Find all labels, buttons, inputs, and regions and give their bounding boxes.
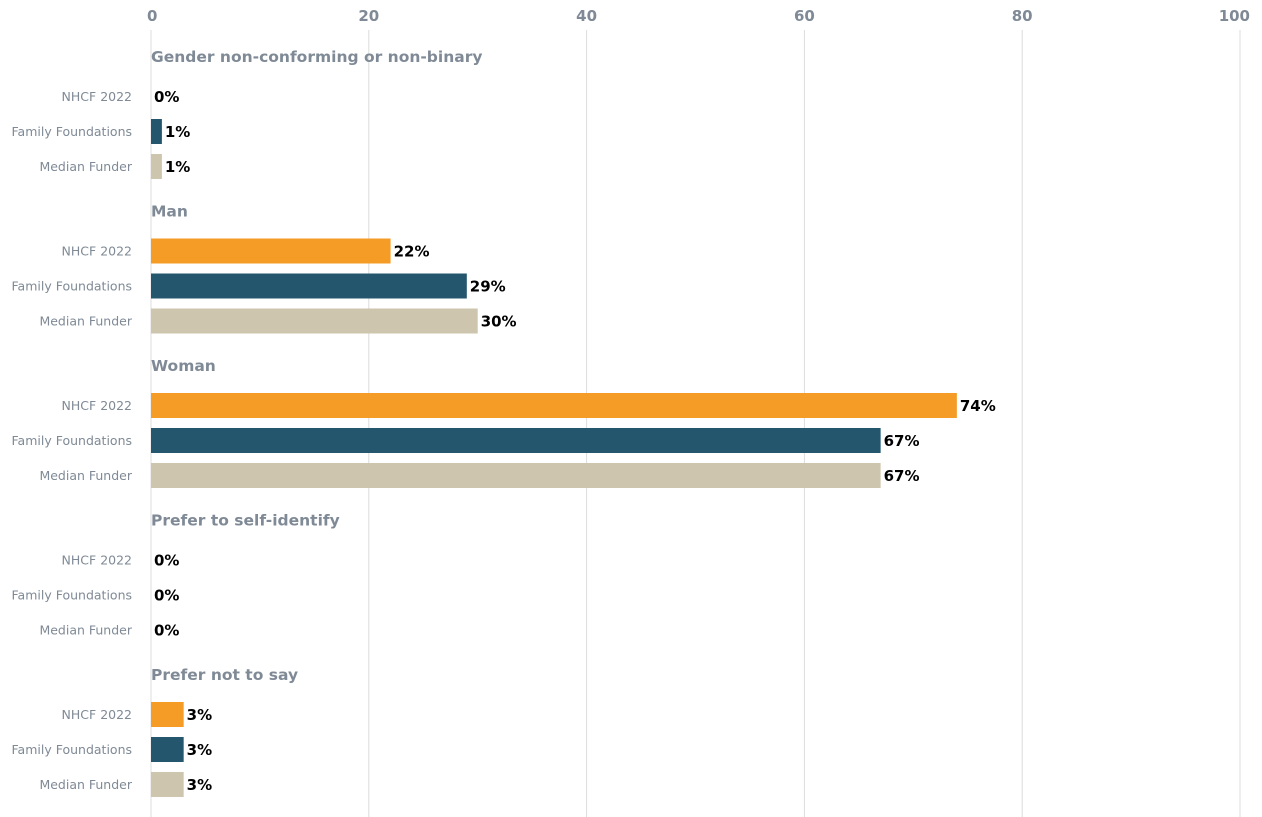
grid-lines (150, 30, 1241, 817)
series-label: Median Funder (39, 159, 132, 174)
x-tick-label: 0 (147, 7, 157, 25)
bar (151, 273, 467, 299)
value-label: 29% (470, 278, 506, 296)
group-title: Gender non-conforming or non-binary (151, 48, 482, 66)
bar (151, 308, 478, 334)
group-title: Prefer to self-identify (151, 512, 340, 530)
series-label: Median Funder (39, 314, 132, 329)
value-label: 0% (154, 552, 179, 570)
x-tick-label: 100 (1219, 7, 1250, 25)
series-label: Median Funder (39, 623, 132, 638)
bar (151, 393, 957, 418)
series-label: NHCF 2022 (62, 707, 132, 722)
bar (151, 737, 184, 762)
value-label: 0% (154, 622, 179, 640)
bar (151, 119, 162, 144)
value-label: 0% (154, 587, 179, 605)
value-label: 22% (394, 243, 430, 261)
bar (151, 428, 881, 453)
series-label: Family Foundations (12, 124, 132, 139)
value-label: 3% (187, 776, 212, 794)
bar (151, 154, 162, 179)
series-label: NHCF 2022 (62, 398, 132, 413)
bar-group: Woman NHCF 2022 74% Family Foundations 67% Me… (12, 357, 996, 488)
x-tick-label: 60 (794, 7, 815, 25)
x-tick-label: 40 (576, 7, 597, 25)
bar (151, 463, 881, 488)
value-label: 3% (187, 706, 212, 724)
group-title: Prefer not to say (151, 666, 298, 684)
value-label: 1% (165, 158, 190, 176)
value-label: 30% (481, 313, 517, 331)
value-label: 67% (884, 432, 920, 450)
group-title: Man (151, 203, 188, 221)
bar-group: Prefer to self-identify NHCF 2022 0% Family… (12, 512, 340, 640)
bar (151, 238, 391, 264)
bar-group: Prefer not to say NHCF 2022 3% Family Found… (12, 666, 298, 797)
series-label: NHCF 2022 (62, 244, 132, 259)
value-label: 0% (154, 88, 179, 106)
series-label: Median Funder (39, 468, 132, 483)
x-tick-label: 20 (358, 7, 379, 25)
value-label: 74% (960, 397, 996, 415)
value-label: 67% (884, 467, 920, 485)
value-label: 3% (187, 741, 212, 759)
series-label: Family Foundations (12, 433, 132, 448)
x-axis-tick-labels: 0 20 40 60 80 100 (147, 7, 1250, 25)
series-label: Family Foundations (12, 279, 132, 294)
bar-group: Gender non-conforming or non-binary NHCF … (12, 48, 482, 179)
bar (151, 702, 184, 727)
bar-group: Man NHCF 2022 22% Family Foundations 29% Medi… (12, 203, 517, 334)
series-label: Family Foundations (12, 742, 132, 757)
series-label: NHCF 2022 (62, 89, 132, 104)
series-label: Family Foundations (12, 588, 132, 603)
bar-groups: Gender non-conforming or non-binary NHCF … (12, 48, 996, 797)
value-label: 1% (165, 123, 190, 141)
group-title: Woman (151, 357, 216, 375)
series-label: Median Funder (39, 777, 132, 792)
bar (151, 772, 184, 797)
series-label: NHCF 2022 (62, 553, 132, 568)
x-tick-label: 80 (1012, 7, 1033, 25)
